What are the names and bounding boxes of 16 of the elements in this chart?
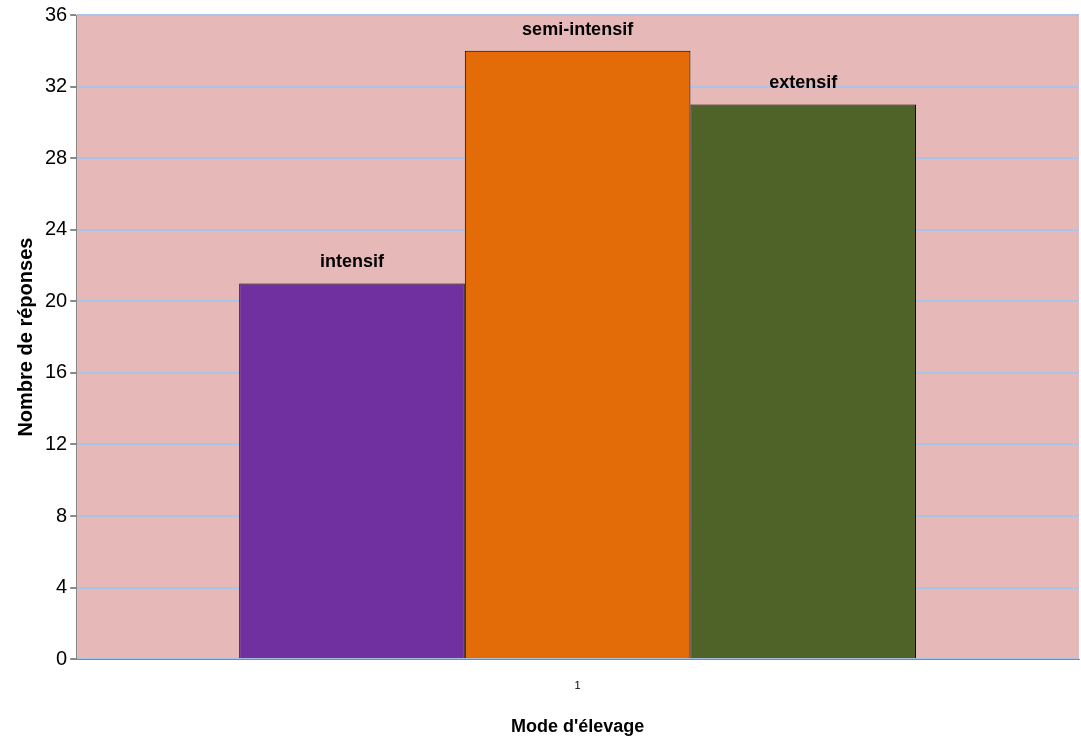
series-label: intensif (320, 251, 385, 272)
y-tick-label: 28 (45, 145, 68, 168)
y-tick-label: 20 (45, 288, 68, 311)
y-tick-label: 32 (45, 74, 68, 97)
y-tick-label: 16 (45, 360, 68, 383)
y-tick-label: 8 (56, 503, 68, 526)
x-axis-title: Mode d'élevage (510, 716, 645, 737)
series-label: extensif (769, 72, 839, 93)
y-tick-label: 24 (45, 217, 68, 240)
y-axis-title: Nombre de réponses (13, 237, 36, 437)
x-tick-label: 1 (574, 678, 581, 691)
y-tick-label: 4 (56, 575, 68, 598)
series-label: semi-intensif (522, 18, 635, 39)
y-tick-label: 36 (45, 2, 68, 25)
y-tick-label: 12 (45, 431, 68, 454)
y-tick-label: 0 (56, 646, 68, 669)
